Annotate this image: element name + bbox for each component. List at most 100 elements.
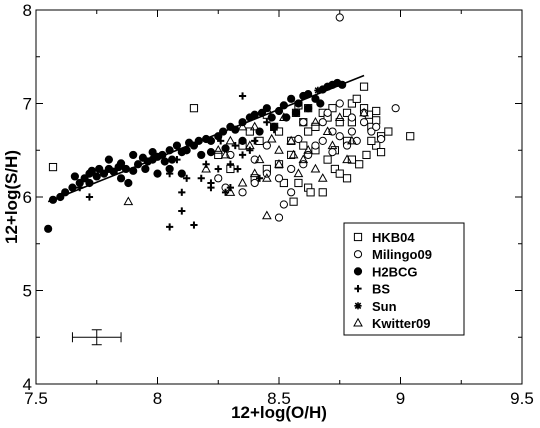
fit-line (47, 74, 365, 203)
series-bs (76, 92, 278, 231)
y-axis-title: 12+log(S/H) (2, 150, 21, 244)
data-point (148, 148, 157, 157)
data-point (335, 13, 344, 22)
data-point (303, 145, 314, 154)
data-point (129, 150, 138, 160)
data-point (237, 121, 248, 131)
legend-entry: HKB04 (372, 230, 415, 245)
data-point (342, 174, 352, 183)
data-point (99, 169, 109, 178)
data-points (44, 13, 415, 233)
data-point (304, 127, 313, 136)
data-point (190, 221, 198, 229)
data-point (367, 127, 376, 136)
data-point (214, 174, 223, 183)
data-point (262, 210, 272, 220)
data-point (376, 134, 386, 144)
data-point (221, 144, 230, 153)
data-point (225, 187, 236, 196)
data-point (335, 99, 344, 108)
data-point (226, 160, 234, 168)
data-point (177, 169, 186, 178)
error-bar (71, 329, 122, 346)
y-tick-label: 7 (23, 95, 32, 114)
data-point (201, 163, 211, 173)
legend-entry: Kwitter09 (372, 316, 431, 331)
data-point (237, 177, 248, 187)
data-point (254, 154, 265, 164)
data-point (274, 213, 284, 222)
data-point (299, 118, 308, 127)
data-point (206, 148, 216, 157)
data-point (347, 113, 356, 122)
data-point (262, 104, 271, 113)
data-point (173, 156, 181, 164)
axis-ticks: 7.5 8 8.5 9 9.5 4 5 6 7 8 (23, 1, 534, 408)
data-point (178, 188, 186, 196)
data-point (359, 107, 369, 117)
x-tick-label: 7.5 (24, 389, 48, 408)
data-point (316, 99, 325, 108)
data-point (347, 155, 356, 164)
x-tick-label: 9.5 (510, 389, 534, 408)
data-point (267, 113, 276, 122)
data-point (266, 133, 277, 143)
y-tick-label: 6 (23, 188, 32, 207)
data-point (299, 160, 308, 169)
data-point (335, 118, 344, 127)
data-point (279, 200, 288, 209)
data-point (328, 104, 337, 113)
data-point (231, 141, 239, 150)
legend-marker (354, 302, 362, 310)
data-point (123, 196, 134, 206)
data-point (279, 178, 288, 188)
data-point (48, 162, 58, 172)
data-point (87, 166, 96, 175)
data-point (347, 99, 356, 108)
data-point (166, 170, 174, 178)
data-point (372, 122, 381, 131)
legend: HKB04 Milingo09 H2BCG BS Sun Kwitter09 (343, 222, 465, 336)
data-point (166, 223, 174, 231)
data-point (225, 135, 236, 145)
data-point (310, 163, 321, 173)
data-point (263, 118, 271, 126)
data-point (317, 173, 328, 182)
x-tick-label: 8.5 (267, 389, 291, 408)
data-point (249, 121, 260, 131)
data-point (288, 149, 299, 159)
data-point (367, 136, 376, 146)
data-point (85, 193, 94, 201)
legend-marker (354, 285, 362, 293)
data-point (274, 159, 284, 168)
data-point (238, 151, 247, 159)
data-point (287, 94, 296, 103)
legend-box (343, 222, 465, 336)
data-point (178, 207, 186, 215)
fit-line-group (47, 74, 365, 203)
data-point (384, 127, 393, 136)
data-point (80, 174, 89, 183)
data-point (304, 150, 313, 160)
data-point (406, 132, 415, 141)
data-point (116, 159, 126, 168)
data-point (274, 174, 284, 183)
data-point (246, 146, 254, 154)
data-point (318, 136, 327, 145)
data-point (287, 164, 296, 174)
data-point (160, 157, 169, 166)
data-point (238, 136, 247, 145)
data-point (323, 155, 332, 164)
data-point (294, 178, 303, 188)
data-point (183, 174, 191, 182)
data-point (124, 178, 133, 188)
legend-entry: Sun (372, 299, 397, 314)
data-point (342, 154, 352, 164)
data-point (238, 92, 247, 100)
data-point (359, 82, 369, 91)
legend-entry: BS (372, 282, 390, 297)
data-point (197, 150, 206, 160)
x-tick-label: 8 (153, 389, 162, 408)
data-point (347, 135, 357, 145)
